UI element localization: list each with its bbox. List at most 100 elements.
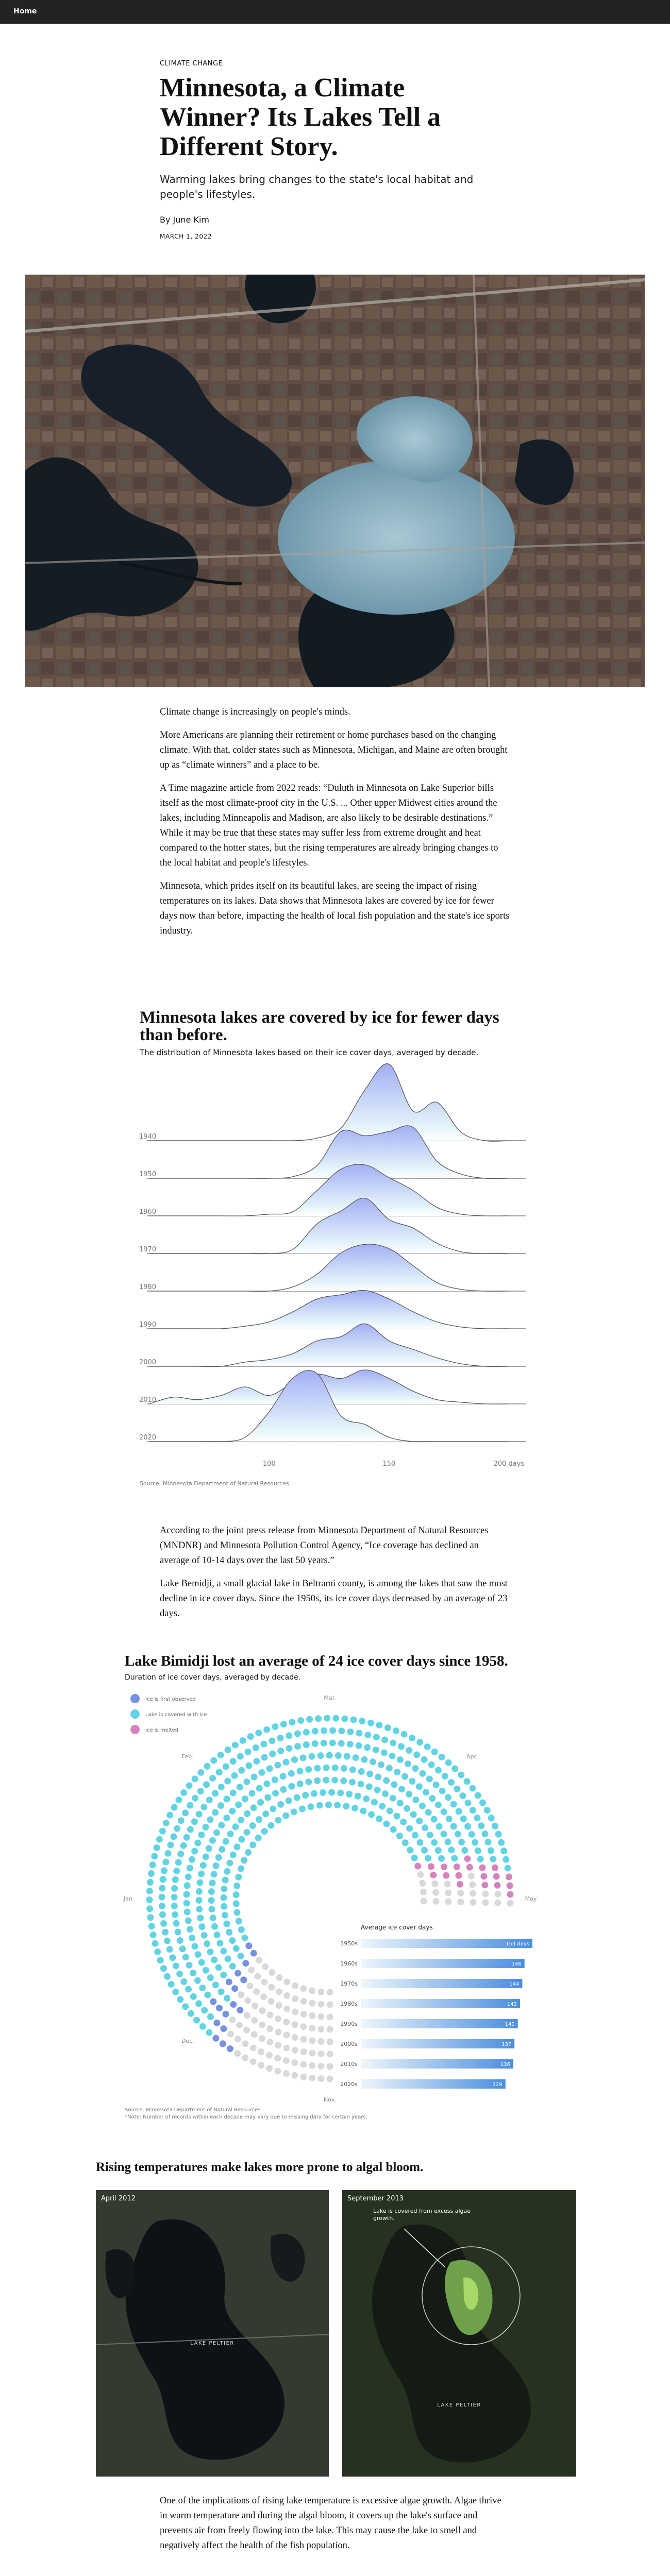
- day-dot: [227, 1831, 234, 1838]
- legend-label: Ice is melted: [145, 1727, 178, 1733]
- month-label: May: [525, 1895, 537, 1902]
- annotation-box: Lake is covered from excess algae growth…: [373, 2208, 471, 2222]
- ridge: [149, 1323, 509, 1367]
- day-dot: [233, 1909, 241, 1916]
- day-dot: [149, 1861, 156, 1869]
- value-label: 153 days: [506, 1941, 529, 1947]
- day-dot: [311, 1740, 319, 1747]
- day-dot: [242, 2054, 249, 2061]
- day-dot: [420, 1889, 427, 1896]
- day-dot: [464, 1855, 471, 1862]
- day-dot: [451, 1765, 459, 1772]
- day-dot: [204, 1940, 211, 1947]
- day-dot: [390, 1826, 397, 1833]
- day-dot: [159, 1876, 166, 1883]
- day-dot: [404, 1805, 411, 1812]
- day-dot: [207, 1974, 214, 1981]
- day-dot: [170, 1833, 177, 1840]
- home-link[interactable]: Home: [13, 7, 37, 15]
- day-dot: [352, 1754, 359, 1761]
- day-dot: [202, 1853, 209, 1860]
- day-dot: [358, 1768, 365, 1775]
- day-dot: [244, 1748, 252, 1755]
- day-dot: [223, 1795, 230, 1803]
- day-dot: [158, 1902, 165, 1909]
- subheadline: Warming lakes bring changes to the state…: [160, 173, 474, 200]
- day-dot: [477, 1856, 484, 1863]
- day-dot: [190, 1970, 197, 1977]
- day-dot: [291, 2046, 298, 2054]
- day-dot: [231, 1772, 238, 1779]
- day-dot: [216, 1940, 224, 1947]
- day-dot: [361, 1756, 368, 1763]
- day-dot: [303, 1741, 310, 1748]
- day-dot: [266, 2011, 274, 2019]
- day-dot: [277, 1801, 284, 1808]
- day-dot: [406, 1747, 413, 1754]
- day-dot: [183, 1891, 190, 1898]
- day-dot: [226, 2045, 233, 2053]
- day-dot: [488, 1815, 495, 1822]
- day-dot: [198, 1959, 205, 1966]
- day-dot: [412, 1797, 420, 1804]
- day-dot: [252, 2002, 259, 2009]
- day-dot: [425, 1809, 432, 1816]
- day-dot: [431, 1880, 439, 1887]
- day-dot: [481, 1882, 489, 1889]
- chart-note: *Note: Number of records within each dec…: [125, 2114, 367, 2120]
- day-dot: [469, 1807, 476, 1814]
- day-dot: [269, 1737, 276, 1744]
- day-dot: [232, 1900, 240, 1907]
- day-dot: [282, 2070, 290, 2077]
- day-dot: [326, 2038, 333, 2045]
- day-dot: [197, 1769, 205, 1776]
- day-dot: [277, 1747, 284, 1754]
- day-dot: [394, 1769, 401, 1776]
- day-dot: [329, 1739, 336, 1747]
- day-dot: [159, 1911, 166, 1918]
- day-dot: [445, 1889, 452, 1896]
- day-dot: [253, 1758, 260, 1765]
- day-dot: [391, 1781, 398, 1788]
- day-dot: [248, 1967, 255, 1974]
- day-dot: [434, 1801, 442, 1808]
- day-dot: [329, 1727, 337, 1734]
- day-dot: [292, 2008, 299, 2015]
- day-dot: [317, 2063, 325, 2070]
- day-dot: [401, 1839, 409, 1846]
- day-dot: [200, 1803, 208, 1810]
- category-label: 2020s: [340, 2081, 358, 2088]
- day-dot: [431, 1748, 438, 1755]
- day-dot: [464, 1823, 472, 1830]
- paragraph: Climate change is increasingly on people…: [160, 707, 350, 717]
- day-dot: [401, 1773, 408, 1780]
- day-dot: [416, 1839, 424, 1846]
- day-dot: [332, 1715, 340, 1722]
- day-dot: [276, 1974, 283, 1981]
- day-dot: [238, 1926, 245, 1933]
- bar: [361, 2019, 518, 2028]
- day-dot: [229, 1962, 236, 1970]
- day-dot: [430, 1871, 437, 1878]
- day-dot: [225, 1978, 232, 1986]
- day-dot: [182, 1954, 189, 1961]
- day-dot: [464, 1799, 472, 1806]
- day-dot: [252, 1744, 259, 1751]
- day-dot: [459, 1792, 466, 1800]
- day-dot: [147, 1870, 155, 1877]
- day-dot: [308, 1753, 315, 1760]
- day-dot: [298, 1805, 306, 1812]
- day-dot: [185, 1917, 192, 1924]
- day-dot: [418, 1802, 426, 1809]
- day-dot: [194, 1977, 201, 1984]
- category-label: 1980s: [340, 2001, 358, 2007]
- annotation: Lake is covered from excess algae growth…: [373, 2208, 471, 2222]
- day-dot: [500, 1848, 508, 1855]
- day-dot: [371, 1799, 378, 1806]
- day-dot: [300, 2036, 307, 2043]
- day-dot: [256, 1785, 263, 1792]
- day-dot: [209, 1914, 216, 1922]
- day-dot: [211, 1956, 218, 1963]
- day-dot: [396, 1832, 403, 1839]
- day-dot: [196, 1879, 204, 1886]
